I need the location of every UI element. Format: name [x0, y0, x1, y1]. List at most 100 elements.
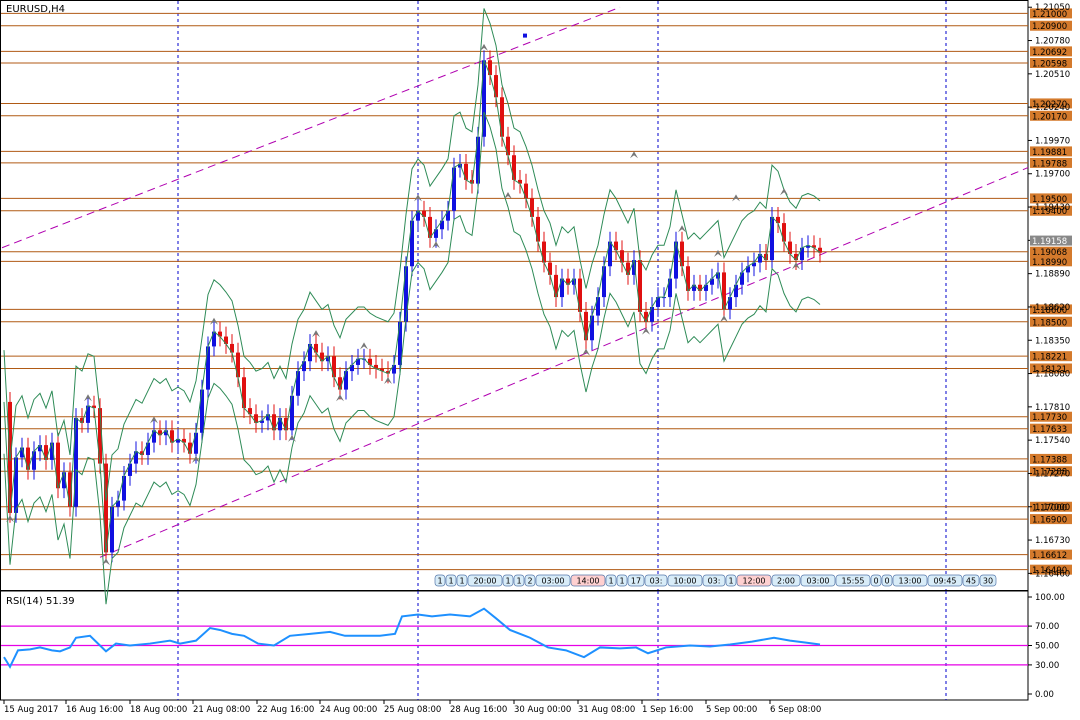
candle-bull	[746, 266, 750, 273]
level-label: 1.16612	[1032, 551, 1067, 561]
price-tick-label: 1.17000	[1035, 503, 1070, 513]
price-tick-label: 1.19700	[1035, 170, 1070, 180]
event-marker	[570, 574, 606, 587]
candle-bear	[680, 241, 684, 267]
event-marker	[881, 574, 893, 587]
level-label: 1.18990	[1032, 258, 1067, 268]
candle-bear	[788, 241, 792, 254]
event-marker	[445, 574, 457, 587]
candle-bull	[674, 241, 678, 279]
candle-bear	[494, 75, 498, 98]
candle-bull	[356, 358, 360, 365]
candle-bull	[752, 262, 756, 267]
price-tick-label: 1.17810	[1035, 403, 1070, 413]
level-label-bg	[1030, 453, 1072, 464]
time-tick-label: 24 Aug 00:00	[320, 705, 377, 715]
candle-bull	[326, 356, 330, 362]
fractal-arrow-icon	[360, 342, 368, 350]
price-tick-label: 1.18350	[1035, 336, 1070, 346]
price-tick-label: 1.20510	[1035, 70, 1070, 80]
event-marker-label: 1	[437, 577, 442, 586]
fractal-arrow-icon	[414, 194, 422, 202]
time-tick-label: 21 Aug 08:00	[193, 705, 250, 715]
candle-bear	[818, 247, 822, 253]
event-marker-label: 1	[459, 577, 464, 586]
candle-bull	[296, 371, 300, 396]
candle-bull	[122, 475, 126, 501]
event-marker	[702, 574, 726, 587]
current-price-bg	[1030, 235, 1072, 246]
candle-bull	[572, 278, 576, 285]
event-marker	[667, 574, 703, 587]
candle-bull	[128, 463, 132, 476]
level-label-bg	[1030, 411, 1072, 422]
event-marker-label: 30	[983, 577, 993, 586]
event-marker	[927, 574, 963, 587]
event-marker	[800, 574, 836, 587]
time-tick-label: 31 Aug 08:00	[578, 705, 635, 715]
candle-bull	[74, 417, 78, 507]
level-label: 1.17730	[1032, 413, 1067, 423]
fractal-arrow-icon	[210, 317, 218, 325]
event-marker-label: 17	[631, 577, 641, 586]
candle-bear	[182, 438, 186, 443]
candle-bear	[230, 343, 234, 353]
candle-bear	[188, 442, 192, 454]
event-marker-label: 09:45	[933, 577, 956, 586]
event-marker	[616, 574, 628, 587]
level-label-bg	[1030, 157, 1072, 168]
candle-bull	[410, 220, 414, 267]
candle-bull	[740, 272, 744, 285]
fractal-arrow-icon	[732, 194, 740, 202]
candle-bear	[518, 179, 522, 184]
candle-bull	[476, 136, 480, 184]
candle-bear	[428, 216, 432, 238]
marker-dot	[523, 33, 527, 38]
event-marker-label: 03:	[650, 577, 663, 586]
candle-bull	[200, 389, 204, 433]
price-tick-label: 1.16730	[1035, 536, 1070, 546]
fractal-arrow-icon	[642, 327, 650, 335]
rsi-tick-label: 70.00	[1035, 622, 1059, 632]
level-label: 1.19788	[1032, 159, 1067, 169]
event-marker	[979, 574, 997, 587]
candle-bull	[266, 414, 270, 421]
candle-bull	[710, 278, 714, 285]
candle-bull	[692, 284, 696, 291]
candle-bull	[176, 438, 180, 443]
candle-bull	[392, 364, 396, 374]
price-tick-label: 1.17270	[1035, 469, 1070, 479]
candle-bull	[134, 451, 138, 464]
fractal-arrow-icon	[84, 394, 92, 402]
event-marker-label: 1	[505, 577, 510, 586]
event-marker-label: 20:00	[473, 577, 496, 586]
event-marker-label: 1	[728, 577, 733, 586]
level-label-bg	[1030, 246, 1072, 257]
candle-bull	[146, 442, 150, 455]
candle-bear	[614, 241, 618, 251]
event-marker-label: 15:55	[841, 577, 864, 586]
level-label: 1.16900	[1032, 516, 1067, 526]
level-label: 1.18500	[1032, 318, 1067, 328]
candle-bull	[656, 297, 660, 307]
candle-bear	[242, 377, 246, 409]
bollinger-upper	[3, 8, 821, 501]
current-price-label: 1.19158	[1032, 237, 1067, 247]
candle-bull	[560, 278, 564, 298]
fractal-arrow-icon	[336, 394, 344, 402]
price-tick-label: 1.18080	[1035, 370, 1070, 380]
candle-bear	[794, 253, 798, 261]
price-tick-label: 1.20780	[1035, 37, 1070, 47]
time-tick-label: 6 Sep 08:00	[770, 705, 821, 715]
candle-bear	[56, 442, 60, 489]
bollinger-lower	[3, 111, 821, 605]
candle-bull	[164, 430, 168, 436]
price-tick-label: 1.19430	[1035, 203, 1070, 213]
candle-bear	[512, 155, 516, 180]
price-tick-label: 1.20240	[1035, 103, 1070, 113]
level-label: 1.17633	[1032, 425, 1067, 435]
candle-bull	[278, 417, 282, 431]
time-tick-label: 25 Aug 08:00	[384, 705, 441, 715]
candle-bear	[140, 451, 144, 455]
